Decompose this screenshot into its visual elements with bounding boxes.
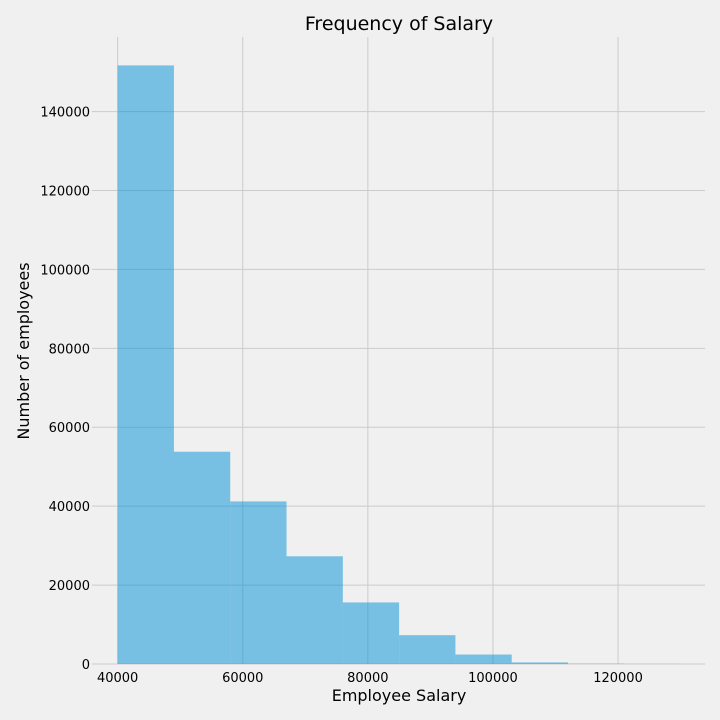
y-tick-label: 80000	[49, 342, 90, 357]
x-tick-label: 80000	[347, 671, 388, 686]
y-tick-label: 20000	[49, 579, 90, 594]
chart-title: Frequency of Salary	[305, 13, 493, 35]
y-axis-ticks: 0 20000 40000 60000 80000 100000 120000 140000	[40, 106, 90, 673]
histogram-bar	[286, 556, 343, 664]
x-tick-label: 120000	[593, 671, 643, 686]
y-tick-label: 40000	[49, 500, 90, 515]
x-axis-ticks: 40000 60000 80000 100000 120000	[97, 671, 643, 686]
y-tick-label: 60000	[49, 421, 90, 436]
x-tick-label: 40000	[97, 671, 138, 686]
histogram-bar	[455, 654, 512, 664]
histogram-bar	[117, 65, 174, 664]
histogram-bars	[117, 65, 681, 664]
histogram-bar	[399, 635, 456, 664]
histogram-bar	[230, 501, 287, 664]
y-tick-label: 100000	[40, 263, 90, 278]
x-axis-label: Employee Salary	[332, 686, 467, 705]
y-axis-label: Number of employees	[14, 262, 33, 439]
histogram-bar	[173, 451, 231, 664]
x-tick-label: 60000	[222, 671, 263, 686]
y-tick-label: 140000	[40, 106, 90, 121]
histogram-bar	[511, 662, 569, 664]
y-tick-label: 120000	[40, 184, 90, 199]
x-tick-label: 100000	[468, 671, 518, 686]
histogram-bar	[342, 602, 400, 664]
y-tick-label: 0	[82, 658, 90, 673]
